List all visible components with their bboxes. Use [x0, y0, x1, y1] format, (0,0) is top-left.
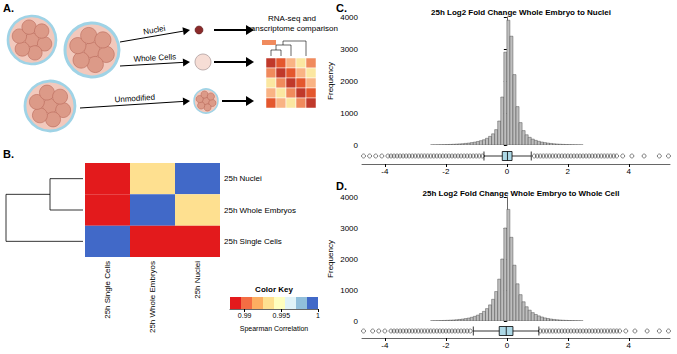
svg-text:25h Log2 Fold Change Whole Emb: 25h Log2 Fold Change Whole Embryo to Who… — [423, 189, 620, 198]
svg-text:25h Log2 Fold Change Whole Emb: 25h Log2 Fold Change Whole Embryo to Nuc… — [431, 8, 611, 17]
svg-text:Nuclei: Nuclei — [143, 24, 167, 37]
svg-text:Whole Cells: Whole Cells — [133, 52, 176, 63]
svg-text:1: 1 — [316, 312, 320, 319]
svg-text:1000: 1000 — [340, 109, 358, 118]
svg-text:transcriptome comparison: transcriptome comparison — [246, 24, 338, 33]
svg-text:-4: -4 — [381, 167, 389, 176]
svg-text:25h Single Cells: 25h Single Cells — [103, 261, 112, 319]
svg-text:3000: 3000 — [340, 224, 358, 233]
svg-text:0: 0 — [505, 167, 510, 176]
svg-text:4: 4 — [627, 167, 632, 176]
svg-text:-2: -2 — [442, 167, 450, 176]
svg-text:2000: 2000 — [340, 77, 358, 86]
svg-text:2000: 2000 — [340, 255, 358, 264]
svg-text:25h Nuclei: 25h Nuclei — [224, 174, 262, 183]
svg-text:Unmodified: Unmodified — [114, 93, 155, 105]
svg-text:3000: 3000 — [340, 45, 358, 54]
svg-text:4000: 4000 — [340, 13, 358, 22]
svg-text:25h Whole Embryos: 25h Whole Embryos — [148, 261, 157, 333]
svg-text:C.: C. — [336, 1, 347, 14]
svg-text:2: 2 — [566, 341, 571, 350]
svg-text:25h Whole Embryos: 25h Whole Embryos — [224, 206, 296, 215]
svg-text:RNA-seq and: RNA-seq and — [268, 14, 316, 23]
svg-text:0: 0 — [505, 341, 510, 350]
svg-text:B.: B. — [3, 148, 14, 160]
svg-text:25h Single Cells: 25h Single Cells — [224, 237, 282, 246]
svg-text:0.995: 0.995 — [273, 312, 291, 319]
svg-text:2: 2 — [566, 167, 571, 176]
svg-text:0.99: 0.99 — [238, 312, 252, 319]
svg-text:Frequency: Frequency — [326, 240, 335, 278]
svg-text:4000: 4000 — [340, 193, 358, 202]
svg-text:Spearman Correlation: Spearman Correlation — [240, 325, 309, 333]
svg-text:-4: -4 — [381, 341, 389, 350]
svg-text:0: 0 — [354, 141, 359, 150]
svg-text:1000: 1000 — [340, 286, 358, 295]
svg-text:A.: A. — [3, 2, 14, 14]
svg-text:Frequency: Frequency — [326, 62, 335, 100]
svg-text:D.: D. — [336, 180, 347, 192]
svg-text:4: 4 — [627, 341, 632, 350]
svg-text:-2: -2 — [442, 341, 450, 350]
svg-text:25h Nuclei: 25h Nuclei — [193, 261, 202, 299]
svg-text:Color Key: Color Key — [255, 285, 293, 294]
svg-text:0: 0 — [354, 317, 359, 326]
